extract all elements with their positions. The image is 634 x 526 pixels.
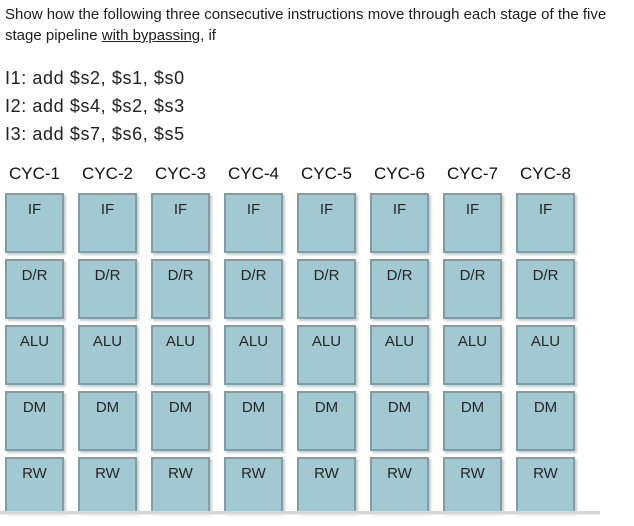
stage-box-dm: DM — [516, 391, 575, 451]
stage-box-rw: RW — [224, 457, 283, 513]
stage-box-alu: ALU — [224, 325, 283, 385]
stage-box-if: IF — [151, 193, 210, 253]
cycle-column-2: CYC-2 IF D/R ALU DM RW — [78, 164, 137, 513]
cycle-column-4: CYC-4 IF D/R ALU DM RW — [224, 164, 283, 513]
stage-box-dr: D/R — [443, 259, 502, 319]
question-text-underlined: with bypassing — [101, 27, 201, 44]
cycle-header: CYC-8 — [519, 164, 571, 183]
page-edge-divider — [0, 511, 600, 515]
cycle-header: CYC-1 — [8, 164, 60, 183]
stage-box-alu: ALU — [443, 325, 502, 385]
stage-box-alu: ALU — [151, 325, 210, 385]
stage-box-if: IF — [516, 193, 575, 253]
stage-box-rw: RW — [370, 457, 429, 513]
question-text-before: Show how the following three consecutive… — [5, 6, 607, 44]
stage-box-dr: D/R — [370, 259, 429, 319]
stage-box-dm: DM — [224, 391, 283, 451]
stage-box-rw: RW — [78, 457, 137, 513]
cycle-header: CYC-6 — [373, 164, 425, 183]
stage-box-dm: DM — [151, 391, 210, 451]
stage-box-alu: ALU — [370, 325, 429, 385]
pipeline-grid: CYC-1 IF D/R ALU DM RW CYC-2 IF D/R ALU … — [5, 164, 575, 513]
cycle-header: CYC-3 — [154, 164, 206, 183]
stage-box-dm: DM — [297, 391, 356, 451]
stage-box-dm: DM — [443, 391, 502, 451]
stage-box-rw: RW — [443, 457, 502, 513]
cycle-column-8: CYC-8 IF D/R ALU DM RW — [516, 164, 575, 513]
stage-box-dm: DM — [370, 391, 429, 451]
stage-box-dr: D/R — [297, 259, 356, 319]
cycle-header: CYC-7 — [446, 164, 498, 183]
cycle-header: CYC-5 — [300, 164, 352, 183]
cycle-column-5: CYC-5 IF D/R ALU DM RW — [297, 164, 356, 513]
stage-box-rw: RW — [5, 457, 64, 513]
stage-box-rw: RW — [297, 457, 356, 513]
cycle-column-1: CYC-1 IF D/R ALU DM RW — [5, 164, 64, 513]
stage-box-dr: D/R — [224, 259, 283, 319]
stage-box-dr: D/R — [78, 259, 137, 319]
stage-box-dr: D/R — [151, 259, 210, 319]
stage-box-rw: RW — [516, 457, 575, 513]
stage-box-if: IF — [78, 193, 137, 253]
stage-box-dm: DM — [78, 391, 137, 451]
stage-box-dr: D/R — [516, 259, 575, 319]
stage-box-alu: ALU — [516, 325, 575, 385]
stage-box-if: IF — [5, 193, 64, 253]
stage-box-rw: RW — [151, 457, 210, 513]
cycle-header: CYC-4 — [227, 164, 279, 183]
stage-box-if: IF — [443, 193, 502, 253]
stage-box-alu: ALU — [297, 325, 356, 385]
stage-box-if: IF — [224, 193, 283, 253]
question-text-after: , if — [200, 27, 216, 44]
stage-box-if: IF — [370, 193, 429, 253]
stage-box-alu: ALU — [78, 325, 137, 385]
instruction-line-1: I1: add $s2, $s1, $s0 — [5, 68, 185, 88]
question-text: Show how the following three consecutive… — [5, 4, 610, 46]
stage-box-dm: DM — [5, 391, 64, 451]
instruction-line-3: I3: add $s7, $s6, $s5 — [5, 124, 185, 144]
instruction-line-2: I2: add $s4, $s2, $s3 — [5, 96, 185, 116]
stage-box-dr: D/R — [5, 259, 64, 319]
stage-box-if: IF — [297, 193, 356, 253]
stage-box-alu: ALU — [5, 325, 64, 385]
cycle-column-6: CYC-6 IF D/R ALU DM RW — [370, 164, 429, 513]
instruction-list: I1: add $s2, $s1, $s0 I2: add $s4, $s2, … — [5, 64, 185, 148]
cycle-column-3: CYC-3 IF D/R ALU DM RW — [151, 164, 210, 513]
cycle-header: CYC-2 — [81, 164, 133, 183]
cycle-column-7: CYC-7 IF D/R ALU DM RW — [443, 164, 502, 513]
